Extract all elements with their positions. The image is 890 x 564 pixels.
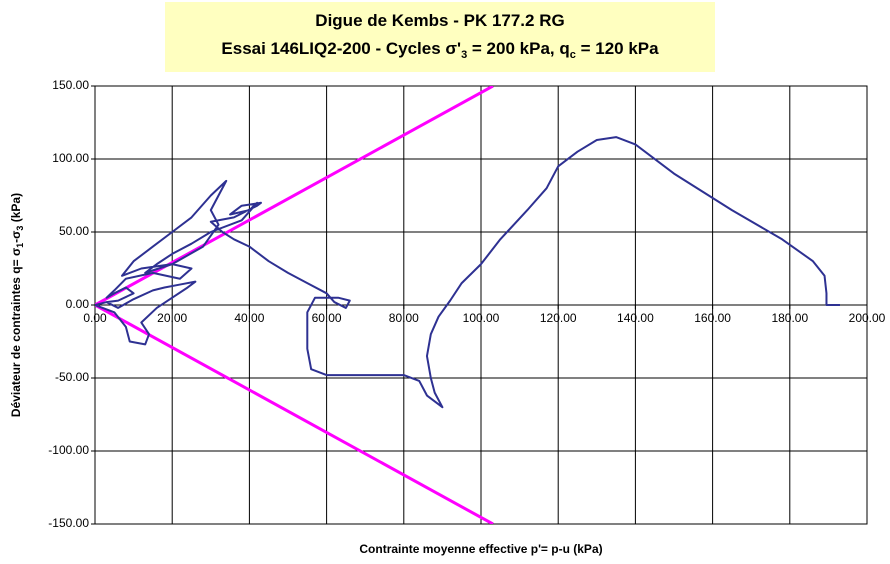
x-tick-label: 160.00 <box>694 311 731 325</box>
chart-subtitle: Essai 146LIQ2-200 - Cycles σ'3 = 200 kPa… <box>221 39 659 61</box>
x-tick-label: 40.00 <box>234 311 264 325</box>
y-axis-label: Déviateur de contraintes q= σ1-σ3 (kPa) <box>9 193 25 417</box>
y-tick-label: 50.00 <box>59 224 89 238</box>
x-tick-label: 60.00 <box>312 311 342 325</box>
y-tick-label: 100.00 <box>52 151 89 165</box>
y-label-part: (kPa) <box>9 193 23 226</box>
x-tick-label: 120.00 <box>540 311 577 325</box>
y-label-part: -σ <box>9 231 23 243</box>
subtitle-part: Essai 146LIQ2-200 - Cycles σ' <box>221 39 461 58</box>
chart-title: Digue de Kembs - PK 177.2 RG <box>315 11 564 30</box>
x-tick-label: 180.00 <box>771 311 808 325</box>
y-tick-label: 0.00 <box>66 297 90 311</box>
y-label-sub: 1 <box>15 243 25 248</box>
x-tick-label: 0.00 <box>83 311 107 325</box>
x-tick-label: 200.00 <box>849 311 886 325</box>
y-label-part: Déviateur de contraintes q= σ <box>9 248 23 417</box>
y-label-sub: 3 <box>15 226 25 231</box>
subtitle-sub: c <box>570 49 576 61</box>
data-line <box>95 303 494 524</box>
y-tick-label: -50.00 <box>55 370 89 384</box>
y-tick-label: 150.00 <box>52 78 89 92</box>
x-tick-label: 100.00 <box>463 311 500 325</box>
subtitle-sub: 3 <box>461 49 467 61</box>
x-axis-label: Contrainte moyenne effective p'= p-u (kP… <box>359 542 602 556</box>
x-tick-label: 140.00 <box>617 311 654 325</box>
subtitle-part: = 200 kPa, q <box>467 39 570 58</box>
x-tick-label: 20.00 <box>157 311 187 325</box>
data-line <box>95 86 494 307</box>
y-tick-label: -100.00 <box>48 443 89 457</box>
data-line <box>95 136 840 409</box>
y-tick-label: -150.00 <box>48 516 89 530</box>
subtitle-part: = 120 kPa <box>576 39 659 58</box>
x-tick-label: 80.00 <box>389 311 419 325</box>
title-box <box>165 2 715 72</box>
